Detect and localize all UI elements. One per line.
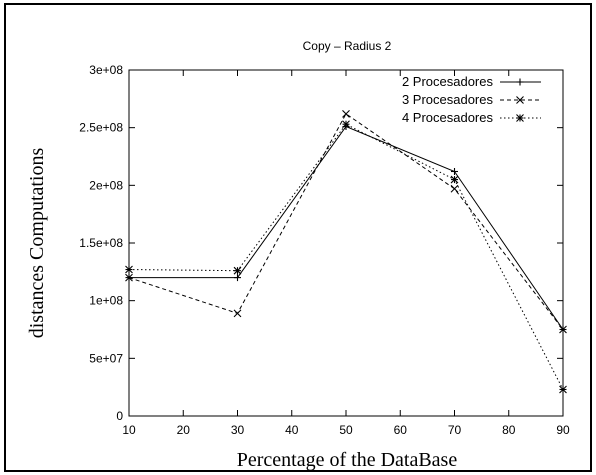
data-point: [234, 274, 241, 282]
x-tick-label: 10: [122, 423, 136, 437]
legend-label: 2 Procesadores: [402, 74, 494, 89]
y-axis-label: distances Computations: [26, 148, 48, 339]
x-tick-label: 70: [448, 423, 462, 437]
y-tick-label: 1.5e+08: [79, 236, 123, 250]
series-3: [125, 120, 567, 394]
series-line: [128, 123, 564, 390]
x-tick-label: 50: [339, 423, 353, 437]
legend-label: 4 Procesadores: [402, 110, 494, 125]
data-point: [342, 120, 350, 129]
x-tick-label: 40: [285, 423, 299, 437]
series-2: [125, 109, 567, 334]
y-tick-label: 2.5e+08: [79, 121, 123, 135]
y-tick-label: 3e+08: [89, 63, 123, 77]
y-tick-label: 5e+07: [89, 351, 123, 365]
x-axis-ticks: 10 20 30 40 50 60 70 80 90: [122, 70, 570, 437]
series-line: [128, 113, 564, 330]
data-point: [450, 175, 459, 184]
data-point: [559, 385, 567, 394]
data-point: [233, 309, 242, 318]
data-point: [559, 325, 567, 334]
x-tick-label: 60: [394, 423, 408, 437]
outer-border: [4, 3, 592, 472]
legend: 2 Procesadores 3 Procesadores 4 Procesador…: [402, 74, 541, 125]
y-tick-label: 1e+08: [89, 294, 123, 308]
legend-marker: [516, 96, 524, 104]
y-tick-label: 2e+08: [89, 178, 123, 192]
legend-label: 3 Procesadores: [402, 92, 494, 107]
data-point: [451, 167, 458, 175]
legend-marker: [516, 114, 524, 122]
data-point: [342, 109, 350, 118]
x-tick-label: 90: [556, 423, 570, 437]
series-layer: [125, 109, 567, 394]
legend-entry: 4 Procesadores: [402, 110, 541, 125]
y-tick-label: 0: [116, 409, 123, 423]
x-tick-label: 80: [502, 423, 516, 437]
data-point: [233, 266, 242, 275]
chart-title: Copy – Radius 2: [303, 39, 392, 53]
data-point: [125, 273, 133, 282]
x-axis-label: Percentage of the DataBase: [237, 449, 458, 471]
legend-entry: 3 Procesadores: [402, 92, 541, 107]
x-tick-label: 20: [177, 423, 191, 437]
data-point: [450, 184, 459, 193]
data-point: [125, 265, 133, 274]
legend-marker: [516, 78, 524, 86]
y-axis-ticks: 0 5e+07 1e+08 1.5e+08 2e+08 2.5e+08 3e+08: [79, 63, 563, 423]
x-tick-label: 30: [231, 423, 245, 437]
legend-entry: 2 Procesadores: [402, 74, 541, 89]
